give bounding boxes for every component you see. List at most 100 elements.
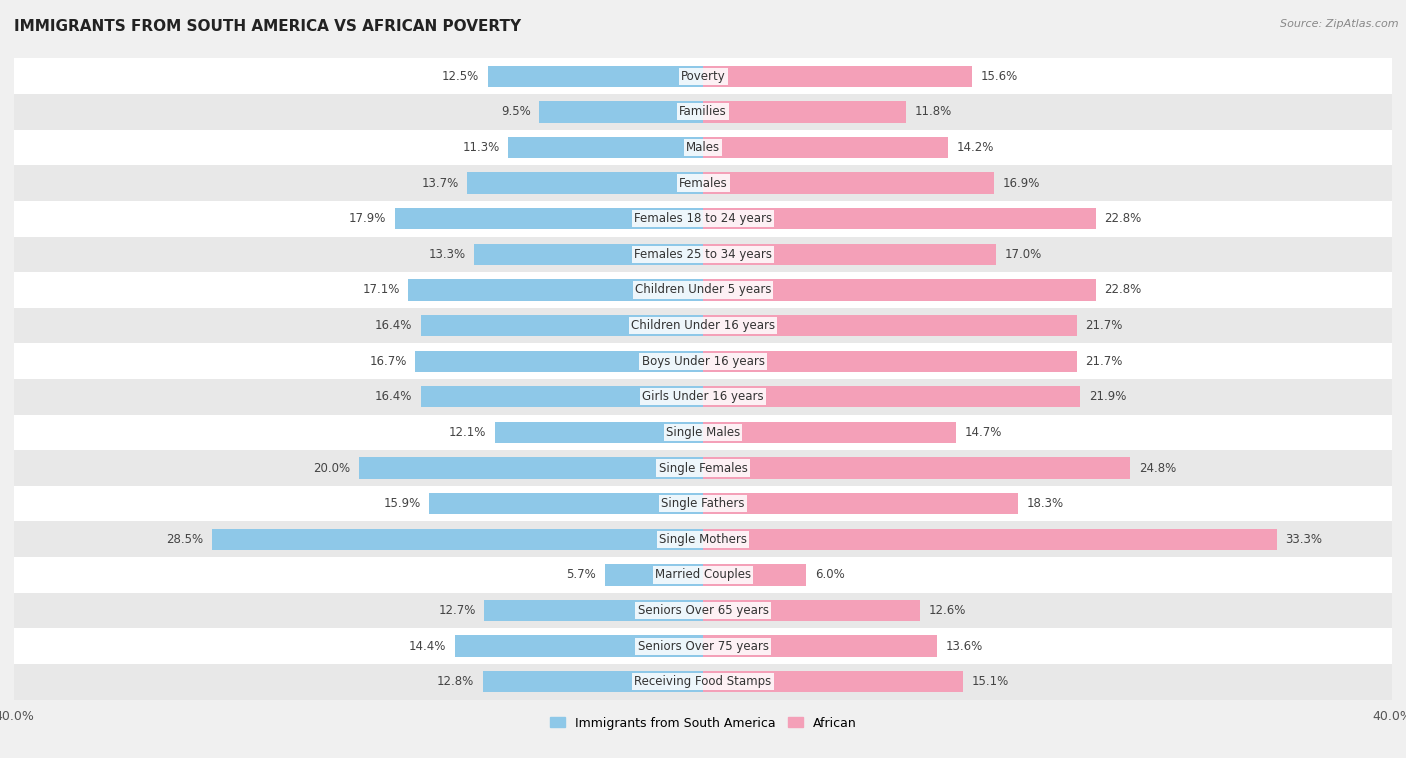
Text: 17.9%: 17.9%	[349, 212, 387, 225]
Text: Females 18 to 24 years: Females 18 to 24 years	[634, 212, 772, 225]
FancyBboxPatch shape	[0, 343, 1406, 379]
Bar	[703, 243, 995, 265]
FancyBboxPatch shape	[0, 58, 1406, 94]
Text: Children Under 5 years: Children Under 5 years	[634, 283, 772, 296]
Text: 16.4%: 16.4%	[374, 319, 412, 332]
Bar	[467, 172, 703, 194]
Bar	[703, 350, 1077, 372]
Text: 16.9%: 16.9%	[1002, 177, 1040, 190]
Text: Males: Males	[686, 141, 720, 154]
Text: 33.3%: 33.3%	[1285, 533, 1322, 546]
Text: 12.5%: 12.5%	[441, 70, 479, 83]
FancyBboxPatch shape	[0, 450, 1406, 486]
Text: Females: Females	[679, 177, 727, 190]
Text: Source: ZipAtlas.com: Source: ZipAtlas.com	[1281, 19, 1399, 29]
Text: Seniors Over 65 years: Seniors Over 65 years	[637, 604, 769, 617]
Bar	[605, 564, 703, 586]
Text: 14.7%: 14.7%	[965, 426, 1002, 439]
Text: 20.0%: 20.0%	[312, 462, 350, 475]
Bar	[540, 101, 703, 123]
Text: Married Couples: Married Couples	[655, 568, 751, 581]
Text: 6.0%: 6.0%	[815, 568, 845, 581]
Text: Children Under 16 years: Children Under 16 years	[631, 319, 775, 332]
Bar	[482, 671, 703, 693]
Bar	[703, 564, 807, 586]
Text: Poverty: Poverty	[681, 70, 725, 83]
Text: 11.3%: 11.3%	[463, 141, 499, 154]
Bar	[488, 65, 703, 87]
Text: 12.1%: 12.1%	[449, 426, 486, 439]
Bar	[703, 457, 1130, 479]
Text: Single Mothers: Single Mothers	[659, 533, 747, 546]
Text: Families: Families	[679, 105, 727, 118]
Text: 18.3%: 18.3%	[1026, 497, 1064, 510]
FancyBboxPatch shape	[0, 165, 1406, 201]
FancyBboxPatch shape	[0, 94, 1406, 130]
Text: 11.8%: 11.8%	[915, 105, 952, 118]
Bar	[703, 386, 1080, 408]
Text: 22.8%: 22.8%	[1104, 283, 1142, 296]
Text: 5.7%: 5.7%	[567, 568, 596, 581]
Bar	[703, 101, 907, 123]
Bar	[703, 421, 956, 443]
FancyBboxPatch shape	[0, 272, 1406, 308]
Bar	[395, 208, 703, 230]
Text: 15.9%: 15.9%	[384, 497, 420, 510]
FancyBboxPatch shape	[0, 379, 1406, 415]
Text: 15.1%: 15.1%	[972, 675, 1010, 688]
Bar	[409, 279, 703, 301]
FancyBboxPatch shape	[0, 664, 1406, 700]
Text: 13.7%: 13.7%	[422, 177, 458, 190]
Text: 9.5%: 9.5%	[501, 105, 531, 118]
Text: Seniors Over 75 years: Seniors Over 75 years	[637, 640, 769, 653]
Bar	[703, 172, 994, 194]
Bar	[703, 600, 920, 622]
Text: 14.2%: 14.2%	[956, 141, 994, 154]
Text: 12.7%: 12.7%	[439, 604, 475, 617]
Text: Single Fathers: Single Fathers	[661, 497, 745, 510]
Bar	[420, 315, 703, 337]
Bar	[415, 350, 703, 372]
Text: 21.7%: 21.7%	[1085, 319, 1123, 332]
Bar	[703, 493, 1018, 515]
Text: Single Males: Single Males	[666, 426, 740, 439]
FancyBboxPatch shape	[0, 415, 1406, 450]
Text: 13.3%: 13.3%	[429, 248, 465, 261]
Text: IMMIGRANTS FROM SOUTH AMERICA VS AFRICAN POVERTY: IMMIGRANTS FROM SOUTH AMERICA VS AFRICAN…	[14, 19, 522, 34]
Legend: Immigrants from South America, African: Immigrants from South America, African	[544, 712, 862, 735]
Text: 21.7%: 21.7%	[1085, 355, 1123, 368]
Text: 12.6%: 12.6%	[928, 604, 966, 617]
FancyBboxPatch shape	[0, 201, 1406, 236]
Text: 15.6%: 15.6%	[980, 70, 1018, 83]
Text: 24.8%: 24.8%	[1139, 462, 1175, 475]
Bar	[456, 635, 703, 657]
FancyBboxPatch shape	[0, 236, 1406, 272]
FancyBboxPatch shape	[0, 130, 1406, 165]
Bar	[703, 208, 1095, 230]
Text: Girls Under 16 years: Girls Under 16 years	[643, 390, 763, 403]
Bar	[474, 243, 703, 265]
Text: 21.9%: 21.9%	[1088, 390, 1126, 403]
Bar	[359, 457, 703, 479]
FancyBboxPatch shape	[0, 557, 1406, 593]
Text: Single Females: Single Females	[658, 462, 748, 475]
FancyBboxPatch shape	[0, 628, 1406, 664]
Bar	[703, 671, 963, 693]
Text: Females 25 to 34 years: Females 25 to 34 years	[634, 248, 772, 261]
Bar	[703, 65, 972, 87]
FancyBboxPatch shape	[0, 486, 1406, 522]
Bar	[703, 528, 1277, 550]
Text: 22.8%: 22.8%	[1104, 212, 1142, 225]
Text: Boys Under 16 years: Boys Under 16 years	[641, 355, 765, 368]
Bar	[429, 493, 703, 515]
Bar	[509, 136, 703, 158]
Text: 28.5%: 28.5%	[166, 533, 204, 546]
Bar	[495, 421, 703, 443]
Bar	[703, 315, 1077, 337]
FancyBboxPatch shape	[0, 522, 1406, 557]
Bar	[703, 136, 948, 158]
FancyBboxPatch shape	[0, 308, 1406, 343]
Text: 17.0%: 17.0%	[1004, 248, 1042, 261]
Text: Receiving Food Stamps: Receiving Food Stamps	[634, 675, 772, 688]
Text: 13.6%: 13.6%	[946, 640, 983, 653]
